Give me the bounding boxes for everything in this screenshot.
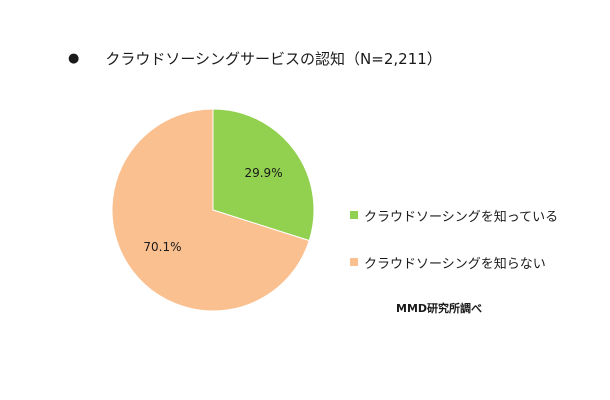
chart-title: クラウドソーシングサービスの認知（N=2,211） <box>105 50 442 68</box>
chart-title-row: ● クラウドソーシングサービスの認知（N=2,211） <box>68 48 442 69</box>
legend-swatch-aware <box>350 211 358 219</box>
pie-slice-label-1: 70.1% <box>143 240 181 254</box>
title-bullet: ● <box>68 51 80 66</box>
legend-swatch-unaware <box>350 258 358 266</box>
legend-label-aware: クラウドソーシングを知っている <box>364 209 559 225</box>
source-note: MMD研究所調べ <box>396 302 483 315</box>
legend: クラウドソーシングを知っている クラウドソーシングを知らない <box>350 205 558 299</box>
legend-label-unaware: クラウドソーシングを知らない <box>364 256 546 272</box>
pie-slice-1 <box>111 108 310 312</box>
pie-slice-label-0: 29.9% <box>244 166 282 180</box>
legend-item-unaware: クラウドソーシングを知らない <box>350 252 558 272</box>
legend-item-aware: クラウドソーシングを知っている <box>350 205 558 225</box>
pie-slice-0 <box>212 108 315 242</box>
